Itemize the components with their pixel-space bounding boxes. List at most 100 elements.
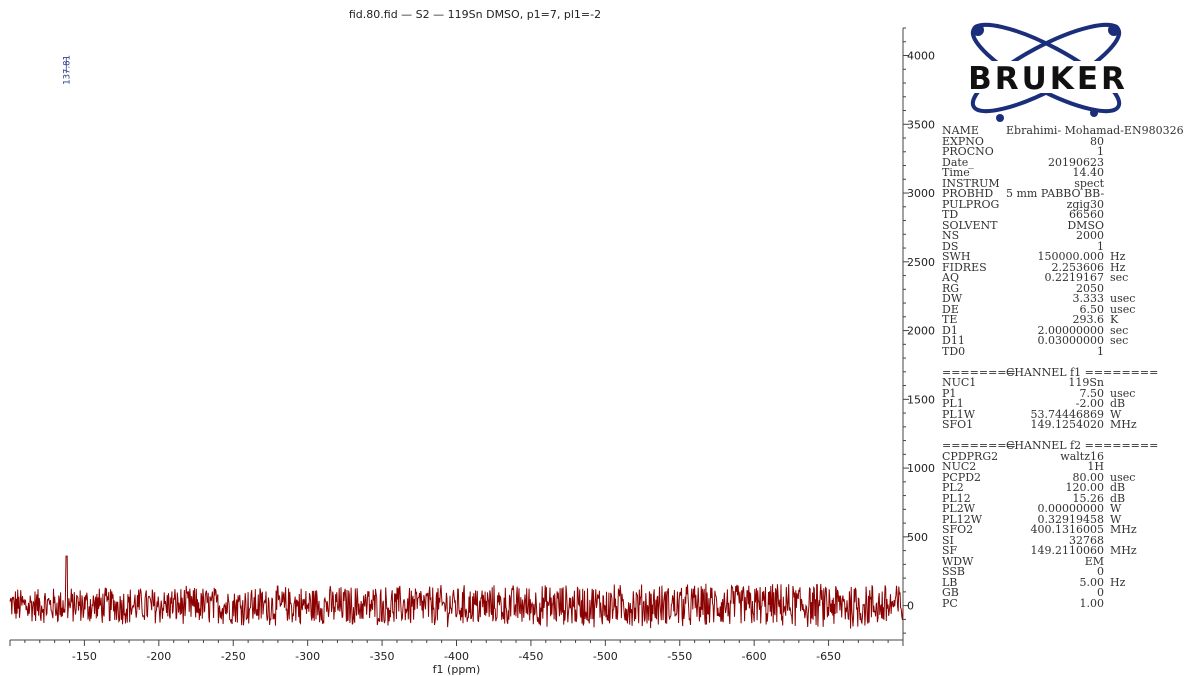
param-value: 32768 — [1069, 533, 1104, 547]
param-unit: W — [1110, 502, 1122, 515]
param-value: 66560 — [1069, 208, 1104, 221]
param-key: TD — [942, 208, 959, 221]
plot-frame — [10, 28, 904, 641]
peak-label: 137.81 — [62, 55, 72, 85]
x-tick-label: -650 — [816, 650, 841, 663]
param-key: PROCNO — [942, 145, 994, 158]
x-tick-label: -600 — [742, 650, 767, 663]
param-value: 2050 — [1076, 281, 1104, 295]
param-value: CHANNEL f2 ======== — [1006, 439, 1159, 452]
param-row: PL12W 0.32919458 W — [942, 512, 1137, 526]
param-unit: dB — [1110, 481, 1126, 494]
y-tick-label: 1000 — [907, 462, 935, 475]
param-key: WDW — [942, 554, 974, 568]
param-row: SFO2 400.1316005 MHz — [942, 523, 1137, 536]
param-unit: W — [1110, 512, 1122, 526]
y-tick-label: 2500 — [907, 256, 935, 269]
param-value: waltz16 — [1060, 449, 1104, 463]
param-key: PL12W — [942, 512, 983, 526]
param-value: -2.00 — [1075, 397, 1104, 410]
param-key: ======== — [942, 439, 1016, 452]
logo-electron — [996, 114, 1004, 122]
param-key: Time — [942, 166, 970, 179]
x-tick-label: -200 — [146, 650, 171, 663]
param-unit: K — [1110, 313, 1119, 326]
param-row: CPDPRG2 waltz16 — [942, 449, 1137, 463]
param-key: PULPROG — [942, 197, 1000, 211]
param-row: EXPNO 80 — [942, 134, 1137, 148]
param-value: 400.1316005 — [1030, 523, 1104, 536]
logo-electron — [972, 24, 984, 36]
param-unit: sec — [1110, 334, 1129, 347]
param-key: GB — [942, 586, 959, 599]
param-key: AQ — [942, 271, 959, 284]
param-unit: sec — [1110, 271, 1129, 284]
param-value: 15.26 — [1072, 491, 1105, 505]
x-axis-label: f1 (ppm) — [433, 663, 481, 676]
x-tick-label: -150 — [72, 650, 97, 663]
param-row: GB 0 — [942, 586, 1137, 599]
param-row: PC 1.00 — [942, 598, 1137, 610]
param-unit: Hz — [1110, 250, 1126, 263]
param-key: FIDRES — [942, 260, 987, 274]
param-row: NS 2000 — [942, 230, 1137, 242]
y-tick-label: 3000 — [907, 187, 935, 200]
param-row: PL12 15.26 dB — [942, 491, 1137, 505]
param-key: PROBHD — [942, 187, 994, 200]
y-tick-label: 1500 — [907, 393, 935, 406]
param-value: 5 mm PABBO BB- — [1006, 187, 1105, 200]
x-tick-label: -550 — [667, 650, 692, 663]
param-value: 1 — [1097, 239, 1104, 253]
param-value: 6.50 — [1079, 302, 1105, 316]
param-key: DW — [942, 292, 963, 305]
param-value: 120.00 — [1065, 481, 1105, 494]
param-value: 0 — [1097, 565, 1104, 578]
param-key: RG — [942, 281, 960, 295]
param-key: TE — [942, 313, 958, 326]
param-row: DS 1 — [942, 239, 1137, 253]
param-value: 80 — [1090, 134, 1104, 148]
param-unit: Hz — [1110, 575, 1126, 589]
param-key: PL12 — [942, 491, 971, 505]
y-tick-label: 500 — [907, 531, 928, 544]
y-tick-label: 0 — [907, 600, 914, 613]
x-tick-label: -400 — [444, 650, 469, 663]
param-key: CPDPRG2 — [942, 449, 999, 463]
param-key: SSB — [942, 565, 965, 578]
param-unit: usec — [1110, 470, 1136, 484]
param-value: 2.253606 — [1051, 260, 1105, 274]
param-row: PL2W 0.00000000 W — [942, 502, 1137, 515]
spectrum-trace — [9, 555, 904, 629]
param-value: 149.2110060 — [1030, 544, 1104, 557]
x-axis: -150 -200 -250 -300 -350 -400 -450 -500 -550 -600… — [9, 640, 904, 676]
logo-text: BRUKER — [968, 61, 1128, 97]
param-unit: dB — [1110, 491, 1126, 505]
param-key: NUC1 — [942, 376, 977, 389]
spectrum-chart: -150 -200 -250 -300 -350 -400 -450 -500 -550 -600… — [9, 27, 935, 676]
y-tick-label: 2000 — [907, 325, 935, 338]
x-tick-label: -450 — [518, 650, 543, 663]
logo-electron — [1090, 109, 1098, 117]
param-key: PL2W — [942, 502, 976, 515]
param-row: NAME Ebrahimi- Mohamad-EN980326 — [942, 125, 1184, 137]
param-value: spect — [1074, 176, 1104, 190]
logo-electron — [1108, 24, 1120, 36]
x-tick-label: -500 — [593, 650, 618, 663]
param-row: SI 32768 — [942, 533, 1137, 547]
param-value: DMSO — [1067, 218, 1104, 232]
param-key: SOLVENT — [942, 218, 998, 232]
param-row: PL1 -2.00 dB — [942, 397, 1137, 410]
param-unit: MHz — [1110, 418, 1137, 431]
param-row: ======== CHANNEL f2 ======== — [942, 439, 1159, 452]
param-row: WDW EM — [942, 554, 1137, 568]
param-key: Date_ — [942, 155, 974, 169]
param-row: AQ 0.2219167 sec — [942, 271, 1137, 284]
param-value: 80.00 — [1072, 470, 1105, 484]
param-unit: MHz — [1110, 544, 1137, 557]
param-value: 53.74446869 — [1030, 407, 1104, 421]
param-row: PROCNO 1 — [942, 145, 1137, 158]
param-unit: usec — [1110, 386, 1136, 400]
param-value: 3.333 — [1072, 292, 1105, 305]
param-row: LB 5.00 Hz — [942, 575, 1137, 589]
param-value: 119Sn — [1068, 376, 1104, 389]
